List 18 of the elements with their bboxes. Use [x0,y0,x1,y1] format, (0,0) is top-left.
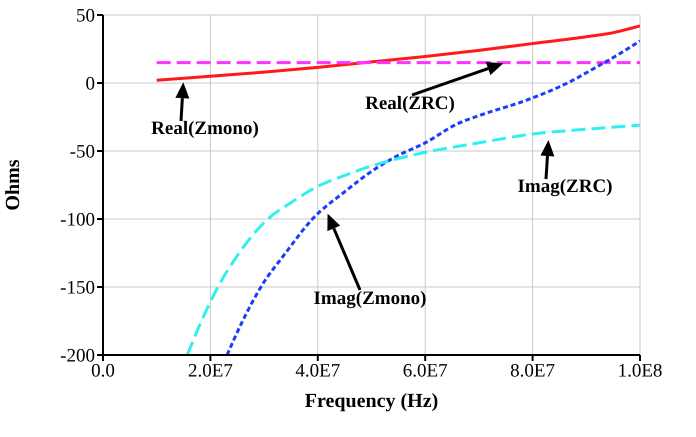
y-tick-label: 50 [76,6,95,27]
x-tick-label: 8.0E7 [510,360,556,382]
x-tick-label: 1.0E8 [618,360,662,382]
y-tick-label: 0 [86,74,95,95]
annotation: Imag(ZRC) [518,176,612,197]
x-tick-label: 6.0E7 [402,360,448,382]
annotation: Real(Zmono) [151,118,259,139]
line-series [155,24,640,82]
annotation: Imag(Zmono) [314,288,426,309]
y-tick-label: -100 [60,210,95,231]
y-tick-label: -50 [70,142,95,163]
y-axis-title: Ohms [2,159,24,211]
annotation: Real(ZRC) [365,93,455,114]
x-tick-label: 2.0E7 [188,360,233,382]
y-tick-label: -150 [60,278,95,299]
x-tick-label: 4.0E7 [295,360,340,382]
x-tick-label: 0.0 [91,360,115,382]
x-axis-title: Frequency (Hz) [304,390,438,412]
